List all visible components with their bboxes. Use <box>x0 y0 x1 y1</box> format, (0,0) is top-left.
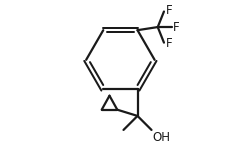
Text: F: F <box>165 37 172 50</box>
Text: OH: OH <box>153 131 171 144</box>
Text: F: F <box>165 4 172 17</box>
Text: F: F <box>173 21 180 34</box>
